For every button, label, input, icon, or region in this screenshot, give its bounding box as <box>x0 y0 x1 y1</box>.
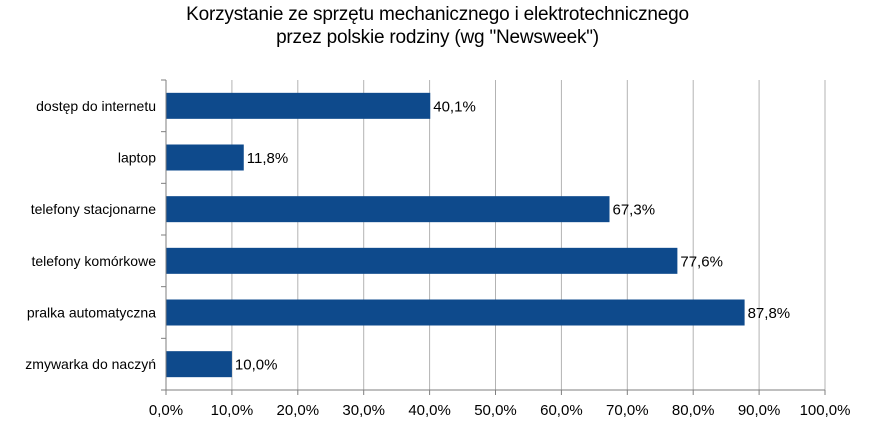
x-tick-label: 100,0% <box>800 402 851 419</box>
data-label: 11,8% <box>247 150 288 167</box>
bar <box>166 92 431 119</box>
bar <box>166 351 232 378</box>
bar <box>166 247 678 274</box>
x-tick-label: 80,0% <box>672 402 715 419</box>
x-tick-label: 90,0% <box>738 402 781 419</box>
data-label: 40,1% <box>433 98 476 115</box>
category-label: pralka automatyczna <box>27 305 156 321</box>
category-label: telefony komórkowe <box>31 253 156 269</box>
chart-title-line-2: przez polskie rodziny (wg "Newsweek") <box>276 27 599 48</box>
x-tick-label: 20,0% <box>277 402 320 419</box>
data-label: 67,3% <box>613 202 656 219</box>
data-label: 87,8% <box>748 305 791 322</box>
bars <box>166 92 745 378</box>
bar <box>166 196 610 223</box>
x-tick-label: 50,0% <box>474 402 517 419</box>
category-label: dostęp do internetu <box>36 98 156 114</box>
x-tick-label: 30,0% <box>342 402 385 419</box>
category-label: telefony stacjonarne <box>31 201 157 217</box>
x-tick-label: 0,0% <box>149 402 183 419</box>
bar <box>166 299 745 326</box>
x-tick-label: 10,0% <box>211 402 254 419</box>
category-label: laptop <box>118 150 156 166</box>
x-tick-label: 60,0% <box>540 402 583 419</box>
chart-title-line-1: Korzystanie ze sprzętu mechanicznego i e… <box>186 4 689 25</box>
data-label: 77,6% <box>680 253 723 270</box>
data-labels: 40,1% 11,8% 67,3% 77,6% 87,8% 10,0% <box>235 98 790 373</box>
x-tick-label: 40,0% <box>408 402 451 419</box>
bar <box>166 144 244 171</box>
x-tick-label: 70,0% <box>606 402 649 419</box>
category-label: zmywarka do naczyń <box>25 356 156 372</box>
gridlines <box>231 80 826 390</box>
axes: 0,0% 10,0% 20,0% 30,0% 40,0% 50,0% 60,0% 70,0% 8… <box>25 79 851 419</box>
data-label: 10,0% <box>235 357 278 374</box>
